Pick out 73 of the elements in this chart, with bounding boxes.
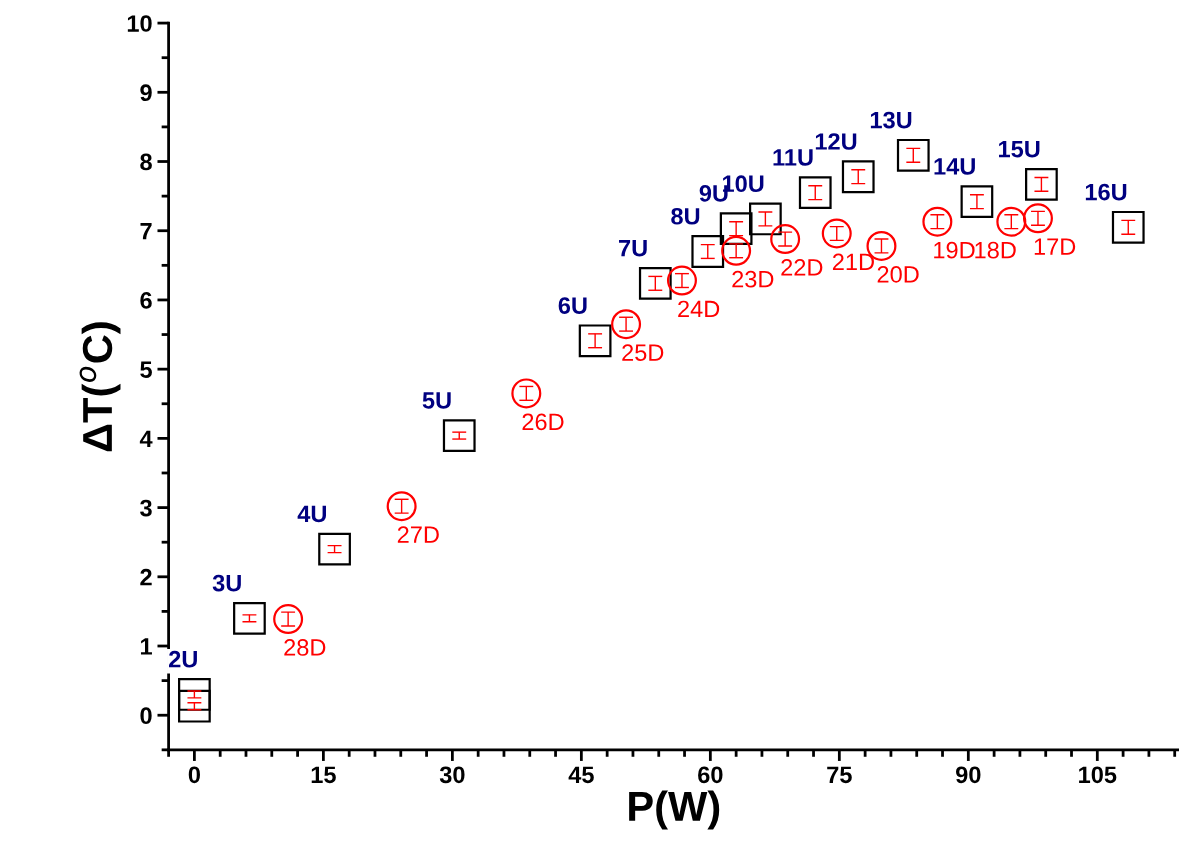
y-tick-label: 10 [127,15,152,32]
x-tick-label: 15 [311,766,336,784]
point [841,160,875,194]
annotation: 14U [934,158,975,175]
y-tick-label: 5 [140,361,152,378]
annotation: 12U [815,133,857,150]
annotation: 11U [773,149,813,166]
y-tick-label: 8 [140,153,152,171]
annotation: 8U [671,207,700,225]
y-tick-label: 3 [140,499,152,517]
x-tick-label: 75 [827,766,852,784]
x-tick-label: 0 [188,766,200,784]
x-tick-label: 30 [439,766,465,784]
point [821,218,852,249]
x-tick-label: 90 [956,766,981,784]
point [318,532,351,566]
annotation: 16U [1085,183,1127,201]
annotation: 25D [622,344,664,361]
y-tick-label: 9 [140,84,152,102]
annotation: 17D [1034,238,1076,255]
point [578,324,612,358]
point [960,185,994,219]
point [1022,203,1053,234]
annotation: 22D [781,259,823,276]
annotation: 15U [999,140,1040,158]
point [770,224,801,255]
y-tick-label: 2 [140,568,152,586]
point [178,678,211,711]
point [922,206,953,237]
annotation: 7U [619,239,647,257]
x-tick-label: 105 [1079,766,1117,784]
annotation: 19D [934,241,975,259]
annotation: 28D [284,639,326,656]
annotation: 13U [870,111,912,129]
annotation: 3U [212,574,241,592]
point [233,601,266,635]
y-tick-label: 1 [140,638,152,655]
point [996,206,1027,237]
point [1111,210,1145,244]
point [896,138,930,172]
point [273,604,304,635]
point [611,309,642,340]
point [666,265,697,296]
y-tick-label: 6 [140,292,152,309]
point [798,176,832,210]
x-tick-label: 60 [698,766,723,784]
annotation: 26D [522,413,564,431]
point [442,419,476,452]
y-tick-label: 4 [139,430,153,447]
point [638,266,672,300]
annotation: 2U [169,650,197,668]
point [719,212,753,246]
point [748,202,782,236]
annotation: 27D [397,526,439,543]
y-tick-label: 0 [140,707,152,725]
annotation: 24D [678,300,720,318]
annotation: 6U [558,297,587,314]
point [691,235,725,268]
annotation: 20D [877,266,919,283]
point [721,235,752,266]
annotation: 23D [732,270,774,288]
y-tick-label: 7 [140,223,152,240]
annotation: 21D [832,253,874,271]
annotation: 4U [297,505,326,523]
point [178,689,211,723]
annotation: 5U [422,392,451,409]
y-axis-title: ΔT($^{o}$C) [79,322,121,452]
x-tick-label: 45 [568,766,594,784]
annotation: 18D [975,241,1016,259]
point [1025,167,1058,201]
point [386,491,417,522]
x-axis-title: P(W) [629,790,720,830]
point [511,378,542,409]
